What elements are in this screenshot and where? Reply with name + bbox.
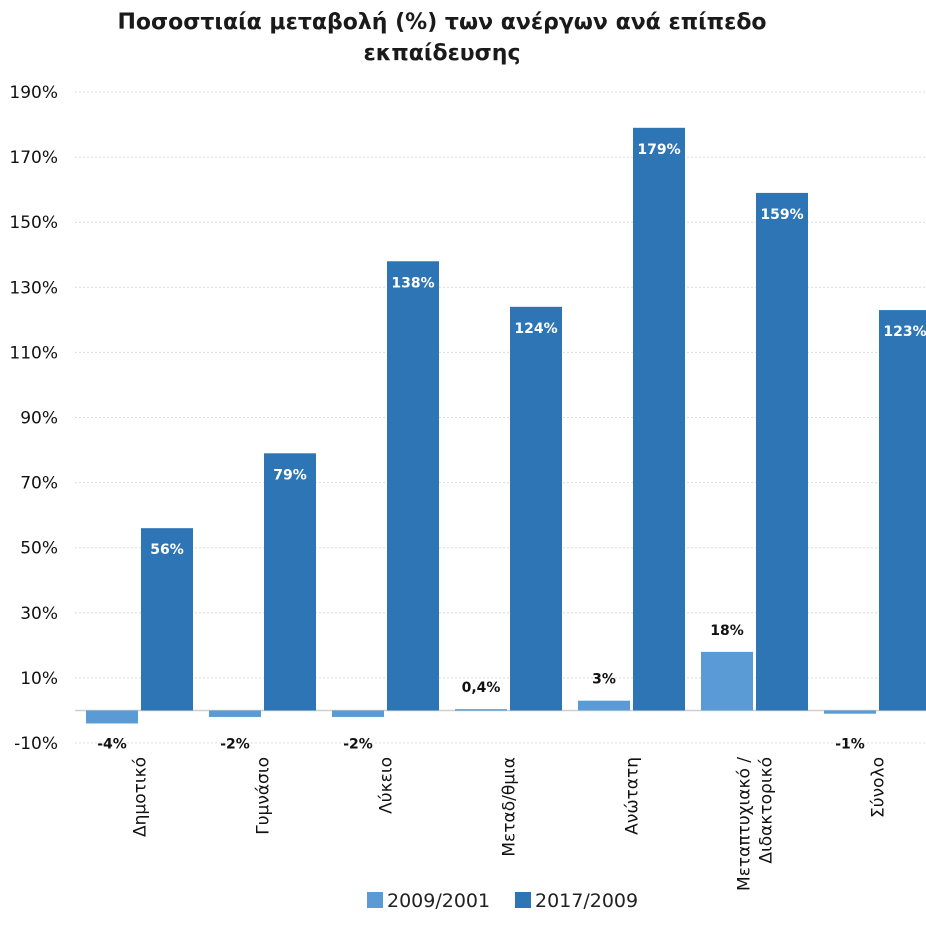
bar-2017-2009 — [387, 261, 439, 711]
data-label: 123% — [883, 324, 926, 340]
data-label: 3% — [592, 672, 616, 688]
bar-2017-2009 — [264, 453, 316, 711]
y-tick-label: 10% — [20, 669, 58, 689]
data-label: 56% — [150, 542, 184, 558]
chart-title: Ποσοστιαία μεταβολή (%) των ανέργων ανά … — [117, 10, 766, 66]
x-tick-label: Μεταδ/θμια — [500, 757, 520, 857]
data-label: 0,4% — [462, 680, 501, 696]
legend-label: 2017/2009 — [535, 890, 638, 912]
data-labels: -4% 56% -2% 79% -2% 138% 0,4% 124% 3% 179% 18% 159%… — [97, 142, 926, 753]
data-label: -2% — [343, 736, 373, 752]
data-label: 179% — [637, 142, 680, 158]
bar-2009-2001 — [701, 651, 753, 711]
data-label: -4% — [97, 736, 127, 752]
y-tick-label: 70% — [20, 474, 58, 494]
legend-swatch — [515, 892, 531, 908]
chart-title-line: Ποσοστιαία μεταβολή (%) των ανέργων ανά … — [117, 10, 766, 35]
data-label: -1% — [835, 736, 865, 752]
y-tick-label: 50% — [20, 539, 58, 559]
bar-2017-2009 — [756, 192, 808, 711]
x-tick-label: Λύκειο — [377, 757, 397, 814]
bar-2009-2001 — [209, 710, 261, 717]
bar-2017-2009 — [510, 306, 562, 711]
y-tick-label: -10% — [14, 734, 58, 754]
bar-2009-2001 — [824, 710, 876, 714]
data-label: 138% — [391, 275, 434, 291]
data-label: 124% — [514, 321, 557, 337]
data-label: 79% — [273, 467, 307, 483]
y-tick-label: 90% — [20, 409, 58, 429]
bar-2009-2001 — [86, 710, 138, 724]
bar-2009-2001 — [332, 710, 384, 717]
bar-2009-2001 — [455, 709, 507, 711]
bars — [86, 127, 926, 724]
x-tick-label: Διδακτορικό — [757, 757, 777, 864]
y-tick-label: 150% — [9, 213, 58, 233]
x-tick-label: Γυμνάσιο — [254, 757, 274, 835]
x-tick-label: Μεταπτυχιακό / — [735, 757, 755, 891]
x-tick-label: Ανώτατη — [623, 757, 643, 835]
legend: 2009/2001 2017/2009 — [367, 890, 638, 912]
bar-2017-2009 — [633, 127, 685, 711]
legend-label: 2009/2001 — [387, 890, 490, 912]
bar-2017-2009 — [879, 310, 926, 711]
x-tick-label: Σύνολο — [869, 757, 889, 818]
y-tick-label: 30% — [20, 604, 58, 624]
chart-title-line: εκπαίδευσης — [363, 41, 520, 66]
data-label: 159% — [760, 207, 803, 223]
legend-swatch — [367, 892, 383, 908]
data-label: 18% — [710, 623, 744, 639]
y-tick-label: 110% — [9, 343, 58, 363]
y-axis-ticks: -10% 10% 30% 50% 70% 90% 110% 130% 150% 170% 190% — [9, 83, 58, 754]
bar-2017-2009 — [141, 528, 193, 711]
y-tick-label: 130% — [9, 278, 58, 298]
data-label: -2% — [220, 736, 250, 752]
x-axis-ticks: Δημοτικό Γυμνάσιο Λύκειο Μεταδ/θμια Ανώτατη Μ… — [131, 757, 889, 891]
x-tick-label: Δημοτικό — [131, 757, 151, 837]
bar-2009-2001 — [578, 700, 630, 711]
y-tick-label: 190% — [9, 83, 58, 103]
y-tick-label: 170% — [9, 148, 58, 168]
